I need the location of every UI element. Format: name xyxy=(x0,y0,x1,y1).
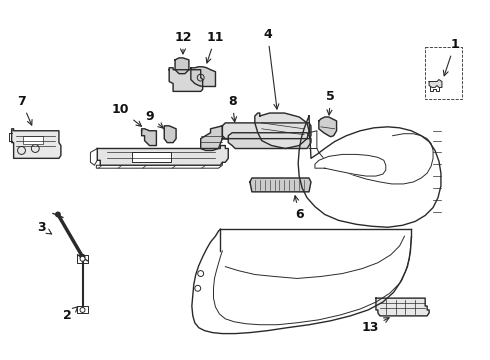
Polygon shape xyxy=(164,126,176,143)
Polygon shape xyxy=(132,152,171,162)
Polygon shape xyxy=(201,126,222,150)
Text: 2: 2 xyxy=(63,307,78,322)
Polygon shape xyxy=(255,113,309,148)
Polygon shape xyxy=(376,298,429,316)
Text: 12: 12 xyxy=(174,31,192,54)
Text: 10: 10 xyxy=(111,103,142,126)
Polygon shape xyxy=(222,123,311,139)
Text: 8: 8 xyxy=(228,95,237,122)
Polygon shape xyxy=(142,129,156,145)
FancyBboxPatch shape xyxy=(24,136,43,144)
Text: 7: 7 xyxy=(17,95,32,125)
Polygon shape xyxy=(191,67,216,86)
Circle shape xyxy=(80,307,85,312)
Polygon shape xyxy=(12,129,61,158)
Text: 6: 6 xyxy=(294,196,303,221)
Text: 1: 1 xyxy=(443,38,459,76)
Polygon shape xyxy=(222,133,311,148)
Text: 13: 13 xyxy=(361,318,389,334)
Text: 11: 11 xyxy=(206,31,224,63)
Polygon shape xyxy=(315,154,386,176)
Text: 5: 5 xyxy=(326,90,335,115)
Polygon shape xyxy=(250,178,311,192)
Polygon shape xyxy=(98,145,228,165)
Text: 4: 4 xyxy=(263,28,279,109)
Polygon shape xyxy=(319,117,337,137)
Circle shape xyxy=(55,212,61,217)
Polygon shape xyxy=(429,80,442,87)
Text: 3: 3 xyxy=(37,221,51,234)
Circle shape xyxy=(79,254,85,260)
Text: 9: 9 xyxy=(145,109,163,128)
Polygon shape xyxy=(175,58,189,74)
Polygon shape xyxy=(169,68,203,91)
Circle shape xyxy=(80,256,85,261)
